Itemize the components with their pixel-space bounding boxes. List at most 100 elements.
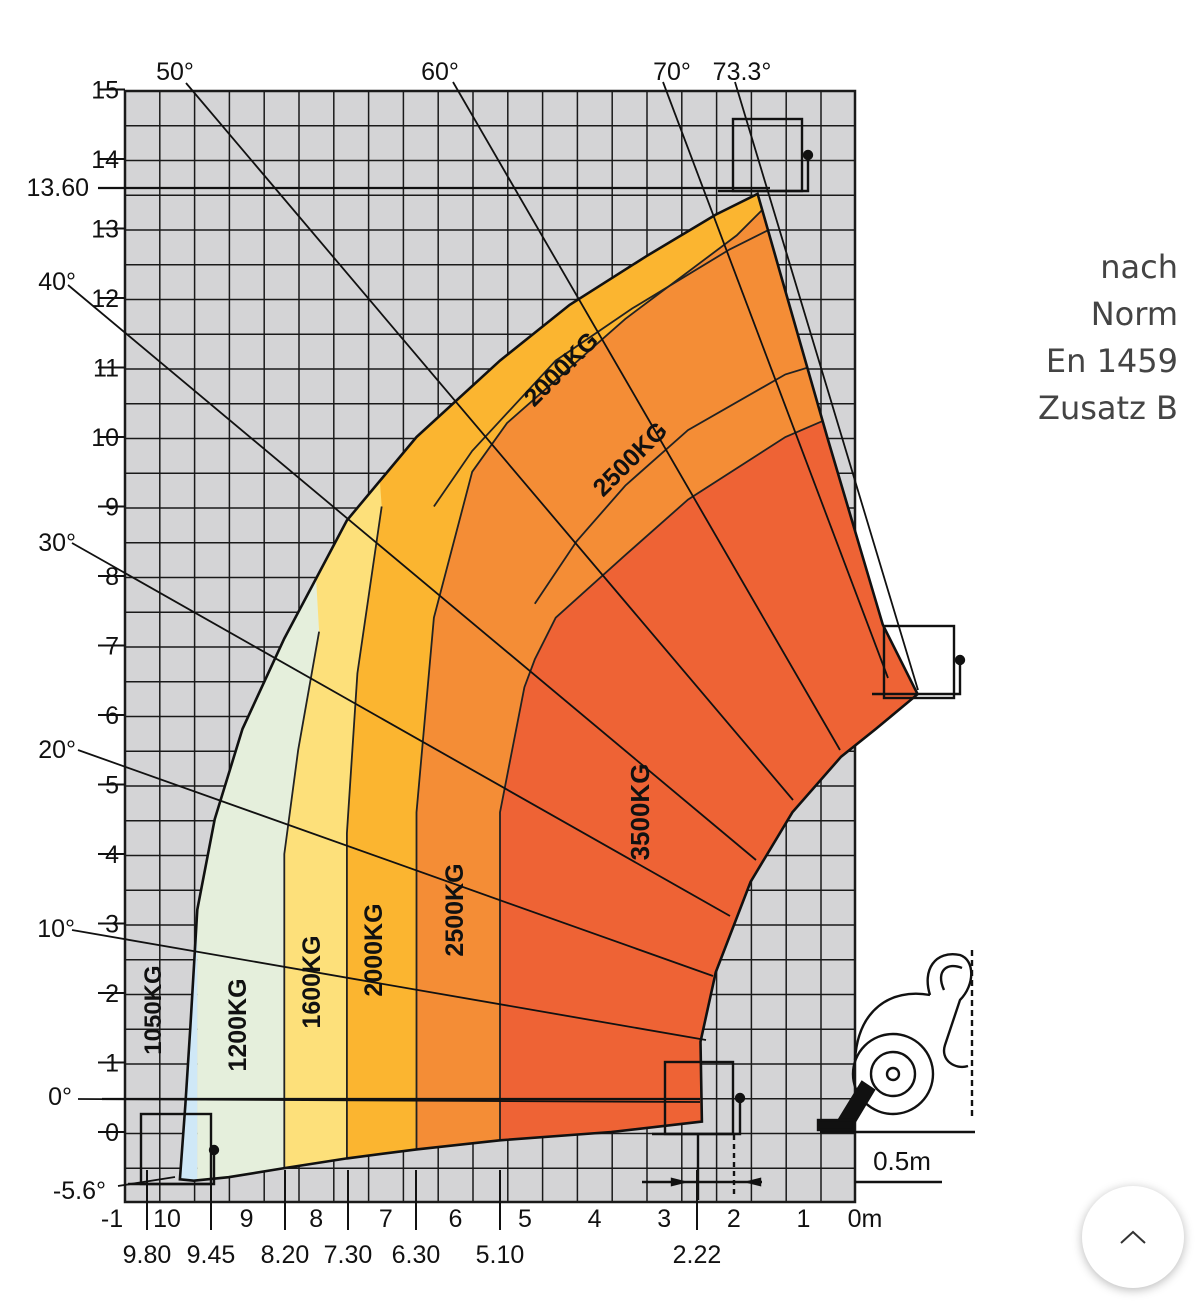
wheel — [851, 1032, 935, 1116]
chevron-up-icon — [1120, 1230, 1146, 1244]
reach-label: 2.22 — [673, 1241, 722, 1269]
zone-boundary-line — [499, 401, 918, 1181]
angle-label: 50° — [156, 58, 194, 86]
fork-tip — [734, 1092, 746, 1104]
fork-bottom — [652, 1100, 742, 1136]
fork-tip — [802, 149, 814, 161]
reach-label: 6.30 — [392, 1241, 441, 1269]
zone-boundary-line — [283, 631, 320, 1181]
scale-bar-label: 0.5m — [873, 1146, 931, 1176]
y-tick-label: 2 — [105, 980, 119, 1008]
reach-label: 9.45 — [187, 1241, 236, 1269]
y-tick-label: 14 — [91, 146, 119, 174]
note-line: Zusatz B — [1038, 389, 1178, 427]
angle-line — [71, 929, 707, 1041]
angle-line — [662, 81, 889, 679]
angle-label: -5.6° — [53, 1177, 106, 1205]
zone-boundary-line — [433, 220, 786, 508]
arrow-head — [670, 1177, 685, 1187]
note-line: Norm — [1090, 295, 1178, 333]
y-tick-label: 10 — [91, 424, 119, 452]
angle-line — [185, 82, 794, 801]
fork-tip — [954, 654, 966, 666]
y-tick-label: 0 — [105, 1119, 119, 1147]
zone-label: 3500KG — [625, 764, 655, 861]
extra-labels: 0.5m — [873, 1146, 931, 1176]
y-tick-label: 11 — [93, 355, 119, 383]
x-tick-label: -1 — [101, 1205, 123, 1233]
boom-angle-lines — [67, 81, 919, 1187]
y-tick-label: 3 — [105, 911, 119, 939]
zone-boundary-line — [346, 506, 383, 1181]
fork-right — [872, 662, 962, 696]
zone-label: 2000KG — [360, 903, 388, 996]
fork-left — [128, 1152, 216, 1186]
angle-label: 20° — [38, 736, 76, 764]
note-line: En 1459 — [1045, 342, 1178, 380]
angle-line — [77, 749, 714, 977]
fork-top — [718, 157, 810, 193]
boom-base — [816, 1118, 856, 1132]
norm-note: nach Norm En 1459 Zusatz B — [958, 244, 1178, 432]
machine-drawing — [98, 117, 975, 1200]
x-tick-label: 10 — [153, 1205, 181, 1233]
angle-labels: -5.6° 0° 10° 20° 30° 40° 50° 60° 70° 73.3° — [37, 58, 771, 1205]
angle-label: 70° — [653, 58, 691, 86]
cab-window — [939, 964, 963, 991]
y-tick-label: 13 — [91, 216, 119, 244]
y-tick-label: 12 — [91, 285, 119, 313]
max-height-label: 13.60 — [26, 174, 89, 202]
zone-label: 1050KG — [140, 965, 167, 1054]
x-tick-label: 2 — [727, 1205, 741, 1233]
y-tick-label: 4 — [105, 841, 119, 869]
reach-label: 5.10 — [476, 1241, 525, 1269]
x-tick-label: 9 — [240, 1205, 254, 1233]
wheel-axle — [885, 1066, 901, 1082]
zone-boundary-line — [534, 359, 831, 605]
y-tick-label: 8 — [105, 563, 119, 591]
x-tick-label: 7 — [379, 1205, 393, 1233]
angle-line — [452, 81, 841, 751]
zone-boundaries — [283, 193, 918, 1181]
x-tick-label: 3 — [657, 1205, 671, 1233]
angle-label: 10° — [37, 915, 75, 943]
attachment-box-right — [882, 624, 956, 700]
arrow-head — [747, 1177, 762, 1187]
zone-label: 1600KG — [298, 935, 326, 1028]
x-tick-label: 1 — [796, 1205, 810, 1233]
y-tick-label: 7 — [105, 633, 119, 661]
y-tick-label: 1 — [105, 1050, 119, 1078]
angle-label: 40° — [38, 268, 76, 296]
y-tick-label: 6 — [105, 702, 119, 730]
zone-label: 1200KG — [224, 978, 252, 1071]
x-tick-label: 5 — [518, 1205, 532, 1233]
y-tick-label: 9 — [105, 494, 119, 522]
zone-label: 2500KG — [441, 863, 469, 956]
angle-line — [734, 81, 919, 691]
cab-outline — [926, 953, 973, 1069]
load-envelope-outline — [178, 191, 920, 1183]
reach-label: 8.20 — [261, 1241, 310, 1269]
wheel-hub — [869, 1050, 917, 1098]
angle-label: 73.3° — [713, 58, 772, 86]
note-line: nach — [1100, 248, 1178, 286]
x-tick-label: 4 — [588, 1205, 602, 1233]
y-tick-label: 15 — [91, 77, 119, 105]
angle-line — [71, 542, 731, 917]
x-tick-label: 0m — [848, 1205, 883, 1233]
zone-boundary-line — [415, 193, 787, 1181]
x-tick-label: 8 — [309, 1205, 323, 1233]
angle-label: 30° — [38, 529, 76, 557]
fork-tip — [208, 1144, 220, 1156]
fender — [853, 992, 931, 1061]
angle-label: 60° — [421, 58, 459, 86]
angle-line — [67, 284, 757, 861]
y-tick-label: 5 — [105, 772, 119, 800]
scroll-to-top-button[interactable] — [1082, 1186, 1184, 1288]
reach-markers: 9.80 9.45 8.20 7.30 6.30 5.10 2.22 — [123, 1170, 722, 1269]
x-tick-label: 6 — [448, 1205, 462, 1233]
reach-label: 9.80 — [123, 1241, 172, 1269]
x-axis: 10 9 8 7 6 5 4 3 2 1 0m -1 — [101, 1205, 882, 1233]
